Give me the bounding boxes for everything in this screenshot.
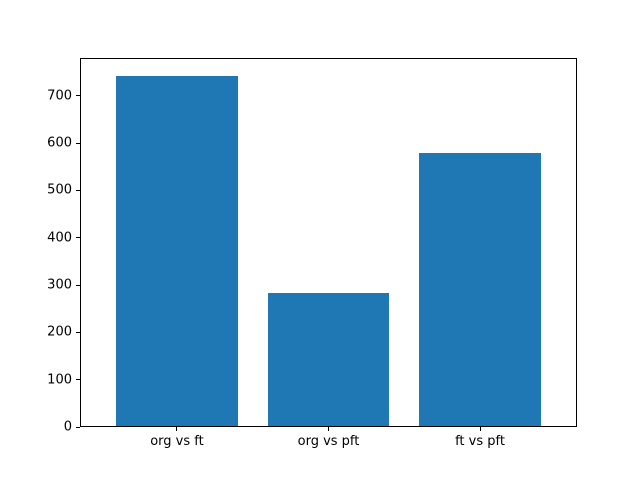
bar-org-vs-pft [267, 293, 390, 426]
y-tick-label: 600 [47, 135, 72, 151]
y-tick-mark [76, 426, 80, 428]
bar-ft-vs-pft [419, 153, 541, 426]
y-tick-mark [76, 142, 80, 144]
y-tick-label: 500 [47, 182, 72, 198]
x-tick-mark [176, 427, 178, 431]
y-tick-mark [76, 189, 80, 191]
y-tick-label: 0 [63, 419, 72, 435]
y-tick-mark [76, 237, 80, 239]
x-tick-label: org vs pft [297, 434, 360, 449]
y-tick-label: 200 [47, 324, 72, 340]
y-tick-label: 300 [47, 277, 72, 293]
y-tick-label: 100 [47, 372, 72, 388]
y-tick-mark [76, 331, 80, 333]
y-tick-mark [76, 284, 80, 286]
y-tick-mark [76, 95, 80, 97]
x-tick-label: ft vs pft [455, 434, 505, 449]
x-tick-mark [328, 427, 329, 431]
y-tick-label: 400 [47, 230, 72, 246]
x-tick-label: org vs ft [150, 434, 204, 449]
x-tick-mark [479, 427, 481, 431]
y-tick-mark [76, 379, 80, 381]
y-tick-label: 700 [47, 88, 72, 104]
bar-org-vs-ft [116, 75, 238, 426]
